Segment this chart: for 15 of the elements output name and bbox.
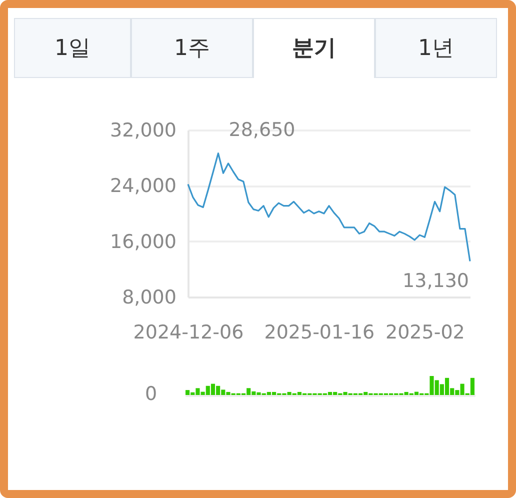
text: 1일 — [14, 18, 131, 78]
y-tick-label: 8,000 — [122, 286, 176, 308]
x-tick-label: 2025-01-16 — [264, 322, 375, 344]
y-tick-label: 16,000 — [110, 230, 176, 253]
y-tick-label: 32,000 — [110, 120, 176, 142]
x-tick-label: 2025-02 — [385, 322, 465, 344]
text: 분기 — [253, 18, 375, 78]
text: 1년 — [375, 18, 497, 78]
text: 0 — [145, 383, 158, 405]
annotation: 28,650 — [228, 119, 296, 141]
y-tick-label: 24,000 — [110, 175, 176, 198]
annotation: 13,130 — [402, 270, 469, 292]
x-tick-label: 2024-12-06 — [133, 322, 244, 344]
line-series — [187, 152, 471, 262]
text: 1주 — [131, 18, 253, 78]
